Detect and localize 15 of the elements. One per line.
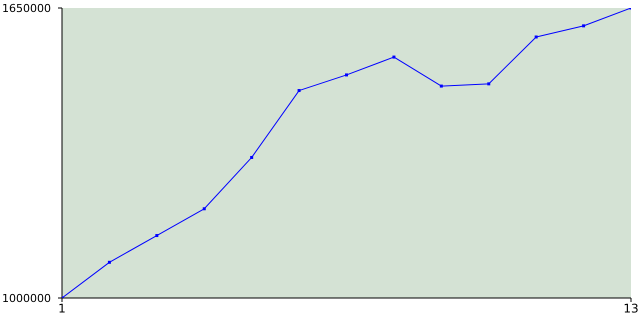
- point: [534, 36, 538, 38]
- point: [440, 84, 443, 88]
- point: [202, 207, 206, 210]
- x-tick-label: 13: [623, 302, 639, 316]
- x-tick-label: 1: [58, 302, 66, 316]
- point: [298, 89, 301, 92]
- y-tick-label: 1650000: [2, 2, 51, 15]
- point: [487, 82, 490, 86]
- point: [155, 234, 158, 238]
- point: [250, 156, 254, 159]
- point: [392, 56, 396, 59]
- point: [582, 24, 586, 28]
- point: [345, 73, 348, 76]
- point: [108, 260, 111, 264]
- y-tick-label: 1000000: [2, 292, 51, 305]
